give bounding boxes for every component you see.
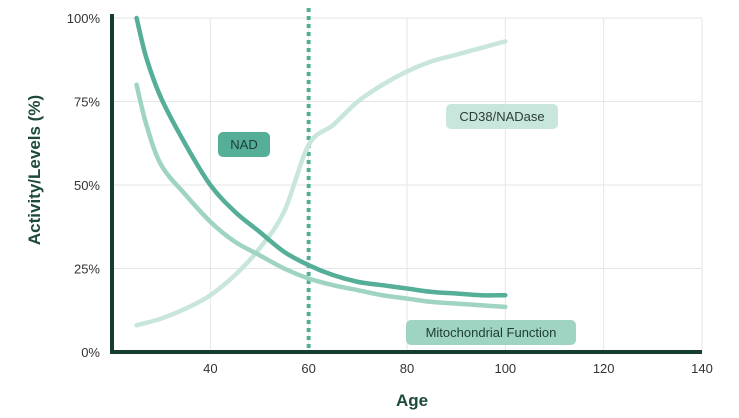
series-label-bg — [446, 104, 558, 129]
x-tick-label-80: 80 — [400, 361, 414, 376]
series-lines — [134, 15, 508, 328]
series-label-mitochondrial-function: Mitochondrial Function — [406, 320, 576, 345]
y-tick-label-50: 50% — [74, 178, 100, 193]
x-tick-label-140: 140 — [691, 361, 713, 376]
series-label-bg — [406, 320, 576, 345]
series-line-nad — [134, 15, 508, 298]
x-tick-label-40: 40 — [203, 361, 217, 376]
axes — [110, 14, 702, 354]
series-label-text: CD38/NADase — [459, 109, 544, 124]
x-tick-label-100: 100 — [494, 361, 516, 376]
y-tick-label-25: 25% — [74, 262, 100, 277]
series-label-bg — [218, 132, 270, 157]
tick-labels: 40 60 80 100 120 140 0% 25% 50% 75% 100% — [67, 11, 713, 376]
x-tick-label-120: 120 — [593, 361, 615, 376]
series-label-cd38-nadase: CD38/NADase — [446, 104, 558, 129]
y-tick-label-0: 0% — [81, 345, 100, 360]
series-labels: NAD CD38/NADase Mitochondrial Function — [218, 104, 576, 345]
series-line-mitochondrial-function — [134, 82, 508, 310]
x-axis-title: Age — [396, 391, 428, 410]
series-label-text: Mitochondrial Function — [426, 325, 557, 340]
series-label-nad: NAD — [218, 132, 270, 157]
y-axis-title: Activity/Levels (%) — [25, 95, 44, 245]
y-tick-label-75: 75% — [74, 95, 100, 110]
x-tick-label-60: 60 — [301, 361, 315, 376]
y-tick-label-100: 100% — [67, 11, 101, 26]
series-line-cd38-nadase — [134, 39, 508, 328]
series-label-text: NAD — [230, 137, 257, 152]
